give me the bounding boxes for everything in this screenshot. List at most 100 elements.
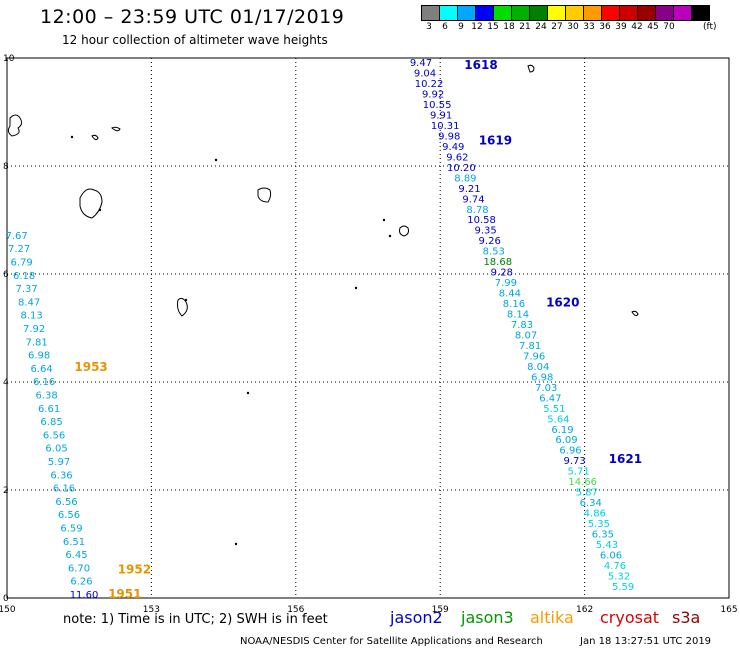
pass-label: 1952 xyxy=(118,563,151,577)
color-scale-label: 39 xyxy=(615,22,627,32)
wave-height-value: 6.51 xyxy=(63,537,85,548)
wave-height-value: 9.28 xyxy=(491,268,513,279)
legend-jason2: jason2 xyxy=(390,608,443,627)
wave-height-value: 5.59 xyxy=(612,582,634,593)
wave-height-value: 6.45 xyxy=(65,550,87,561)
wave-height-value: 6.56 xyxy=(58,510,80,521)
wave-height-value: 9.91 xyxy=(430,110,452,121)
wave-height-value: 6.36 xyxy=(50,470,72,481)
x-tick-label: 150 xyxy=(0,605,16,615)
page-subtitle: 12 hour collection of altimeter wave hei… xyxy=(62,33,328,47)
color-swatch xyxy=(691,5,710,21)
wave-height-value: 6.34 xyxy=(580,498,602,509)
wave-height-value: 6.64 xyxy=(30,364,52,375)
island-dot xyxy=(184,298,188,302)
island-dot xyxy=(388,234,392,238)
x-tick-label: 162 xyxy=(576,605,593,615)
color-scale-label: 21 xyxy=(519,22,531,32)
color-scale-label: 27 xyxy=(551,22,563,32)
pass-label: 1620 xyxy=(546,295,579,309)
color-scale-label: 36 xyxy=(599,22,611,32)
wave-height-value: 8.53 xyxy=(483,247,505,258)
wave-height-value: 5.64 xyxy=(547,414,569,425)
island-dot xyxy=(246,391,250,395)
wave-height-value: 9.47 xyxy=(410,58,432,69)
island-outline xyxy=(111,126,121,132)
wave-height-value: 9.73 xyxy=(563,456,585,467)
wave-height-value: 9.49 xyxy=(442,142,464,153)
island-outline xyxy=(91,134,99,141)
pass-label: 1951 xyxy=(108,587,141,601)
color-scale-label: 3 xyxy=(426,22,432,32)
wave-height-value: 10.22 xyxy=(415,79,444,90)
legend-jason3: jason3 xyxy=(461,608,514,627)
wave-height-value: 6.16 xyxy=(33,377,55,388)
wave-height-value: 7.67 xyxy=(5,231,27,242)
island-dot xyxy=(382,218,386,222)
wave-height-value: 7.37 xyxy=(15,284,37,295)
color-scale-label: 12 xyxy=(471,22,483,32)
color-scale-labels: 3 6 9 12 15 18 21 24 27 30 33 36 39 42 45 70 xyxy=(421,22,677,32)
island-outline xyxy=(7,114,23,137)
wave-height-value: 7.27 xyxy=(8,244,30,255)
wave-height-value: 9.04 xyxy=(414,69,436,80)
wave-height-value: 8.07 xyxy=(515,330,537,341)
island-dot xyxy=(354,286,358,290)
wave-height-value: 8.14 xyxy=(507,310,529,321)
color-scale-label: 45 xyxy=(647,22,659,32)
wave-height-value: 10.58 xyxy=(467,215,496,226)
wave-height-value: 6.19 xyxy=(551,425,573,436)
wave-height-value: 7.83 xyxy=(511,320,533,331)
island-dot xyxy=(70,135,74,139)
wave-height-value: 9.62 xyxy=(446,152,468,163)
wave-height-value: 10.31 xyxy=(431,121,460,132)
island-dot xyxy=(214,158,218,162)
wave-height-value: 9.74 xyxy=(462,194,484,205)
wave-height-value: 6.85 xyxy=(40,417,62,428)
wave-height-value: 8.04 xyxy=(527,362,549,373)
credit-text: NOAA/NESDIS Center for Satellite Applica… xyxy=(240,636,543,647)
wave-height-value: 6.56 xyxy=(43,430,65,441)
wave-height-value: 6.98 xyxy=(531,372,553,383)
footnote: note: 1) Time is in UTC; 2) SWH is in fe… xyxy=(63,612,328,627)
page-title: 12:00 – 23:59 UTC 01/17/2019 xyxy=(40,6,345,28)
wave-height-value: 6.35 xyxy=(592,530,614,541)
wave-height-value: 9.35 xyxy=(475,226,497,237)
wave-height-value: 5.51 xyxy=(543,404,565,415)
wave-height-value: 5.97 xyxy=(48,457,70,468)
wave-height-value: 6.06 xyxy=(600,550,622,561)
wave-height-value: 8.89 xyxy=(454,173,476,184)
legend-altika: altika xyxy=(530,608,574,627)
wave-height-value: 7.92 xyxy=(23,324,45,335)
wave-height-value: 8.44 xyxy=(499,289,521,300)
wave-height-value: 5.87 xyxy=(576,488,598,499)
wave-height-value: 7.81 xyxy=(25,337,47,348)
wave-height-value: 9.92 xyxy=(422,90,444,101)
y-tick-label: 6 xyxy=(3,270,9,280)
wave-height-value: 6.09 xyxy=(555,435,577,446)
island-outline xyxy=(177,297,188,317)
plot-frame xyxy=(6,57,730,599)
wave-height-value: 6.79 xyxy=(10,258,32,269)
wave-height-value: 8.78 xyxy=(466,205,488,216)
wave-height-value: 5.32 xyxy=(608,571,630,582)
y-tick-label: 10 xyxy=(3,54,15,64)
wave-height-value: 7.03 xyxy=(535,383,557,394)
wave-height-value: 18.68 xyxy=(483,257,512,268)
wave-height-value: 6.05 xyxy=(45,444,67,455)
pass-label: 1953 xyxy=(74,360,107,374)
wave-height-value: 6.18 xyxy=(13,271,35,282)
x-tick-label: 165 xyxy=(720,605,737,615)
wave-height-value: 9.26 xyxy=(479,236,501,247)
color-scale-label: 33 xyxy=(583,22,595,32)
wave-height-value: 9.98 xyxy=(438,131,460,142)
y-tick-label: 0 xyxy=(3,594,9,604)
island-outline xyxy=(399,225,409,237)
color-scale-unit: (ft) xyxy=(703,22,717,32)
color-scale-bar xyxy=(421,5,710,21)
island-dot xyxy=(98,208,102,212)
island-outline xyxy=(257,187,272,203)
wave-height-value: 6.61 xyxy=(38,404,60,415)
y-tick-label: 2 xyxy=(3,486,9,496)
